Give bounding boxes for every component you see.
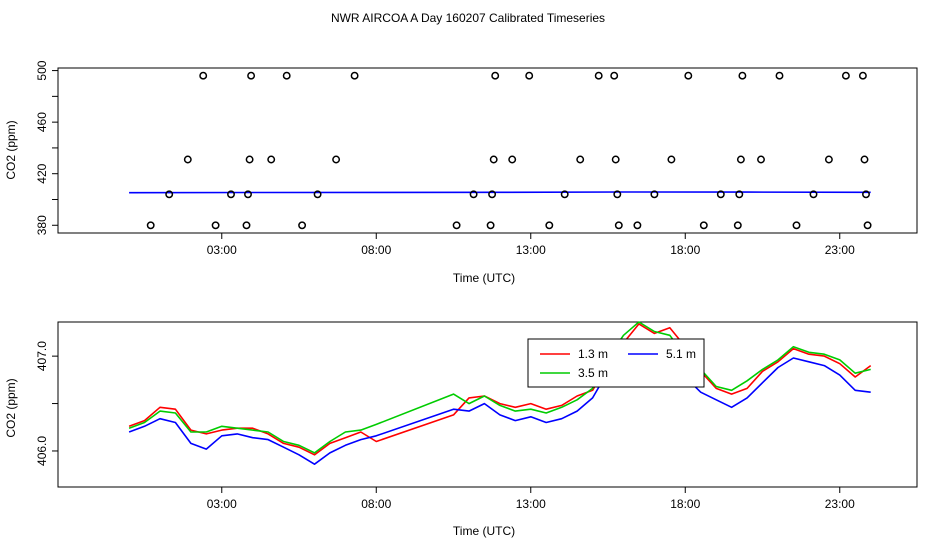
data-point	[841, 71, 850, 80]
data-point	[488, 190, 497, 199]
bottom-plot-frame	[57, 321, 918, 488]
top-axis-ticks: 03:00 08:00 13:00 18:00 23:00 380 420 460 500	[35, 60, 855, 257]
data-point	[486, 221, 495, 230]
data-point	[733, 221, 742, 230]
bottom-x-tick-label: 08:00	[361, 497, 391, 511]
bottom-y-axis-label: CO2 (ppm)	[4, 378, 18, 437]
data-point	[858, 71, 867, 80]
bottom-x-axis-label: Time (UTC)	[453, 524, 515, 538]
data-point	[332, 155, 341, 164]
data-point	[469, 190, 478, 199]
data-point	[775, 71, 784, 80]
data-point	[613, 190, 622, 199]
data-point	[684, 71, 693, 80]
data-point	[245, 155, 254, 164]
top-plot-frame	[57, 67, 918, 234]
data-point	[489, 155, 498, 164]
data-point	[146, 221, 155, 230]
data-point	[860, 155, 869, 164]
top-panel: 03:00 08:00 13:00 18:00 23:00 380 420 460 500 Ti…	[4, 60, 918, 285]
data-point	[610, 71, 619, 80]
data-point	[313, 190, 322, 199]
series-line-5-1-m	[128, 345, 871, 466]
legend-items: 1.3 m 3.5 m 5.1 m	[540, 347, 696, 380]
legend-label: 1.3 m	[578, 347, 608, 361]
data-point	[350, 71, 359, 80]
data-point	[667, 155, 676, 164]
data-point	[298, 221, 307, 230]
data-point	[227, 190, 235, 199]
bottom-x-tick-label: 23:00	[825, 497, 855, 511]
top-series	[129, 191, 871, 194]
data-point	[792, 221, 801, 230]
series-line-3-5-m	[128, 321, 871, 454]
top-y-tick-label: 460	[35, 112, 49, 132]
data-point	[736, 155, 745, 164]
series-line-flat	[129, 191, 871, 194]
legend: 1.3 m 3.5 m 5.1 m	[527, 338, 705, 388]
data-point	[452, 221, 461, 230]
data-point	[650, 190, 659, 199]
data-point	[699, 221, 708, 230]
data-point	[282, 71, 291, 80]
data-point	[560, 190, 569, 199]
bottom-y-tick-label: 406.0	[35, 436, 49, 466]
data-point	[491, 71, 500, 80]
bottom-y-tick-label: 407.0	[35, 341, 49, 371]
data-point	[633, 221, 642, 230]
data-point	[576, 155, 585, 164]
data-point	[735, 190, 744, 199]
data-point	[267, 155, 276, 164]
top-x-tick-label: 08:00	[361, 243, 391, 257]
bottom-x-tick-label: 18:00	[670, 497, 700, 511]
bottom-x-tick-label: 13:00	[516, 497, 546, 511]
top-y-axis-label: CO2 (ppm)	[4, 120, 18, 179]
top-y-tick-label: 420	[35, 163, 49, 183]
top-x-axis-label: Time (UTC)	[453, 271, 515, 285]
data-point	[244, 190, 252, 199]
data-point	[242, 221, 251, 230]
data-point	[824, 155, 833, 164]
top-points	[146, 71, 872, 230]
top-x-tick-label: 18:00	[670, 243, 700, 257]
data-point	[716, 190, 725, 199]
data-point	[165, 190, 174, 199]
bottom-x-tick-label: 03:00	[207, 497, 237, 511]
legend-box	[527, 338, 705, 388]
data-point	[183, 155, 192, 164]
top-y-tick-label: 380	[35, 215, 49, 235]
top-x-tick-label: 23:00	[825, 243, 855, 257]
bottom-axis-ticks: 03:00 08:00 13:00 18:00 23:00 406.0 407.0	[35, 341, 855, 511]
legend-label: 5.1 m	[666, 347, 696, 361]
data-point	[757, 155, 765, 164]
data-point	[611, 155, 620, 164]
data-point	[525, 71, 534, 80]
data-point	[614, 221, 623, 230]
chart-title: NWR AIRCOA A Day 160207 Calibrated Times…	[331, 11, 605, 25]
data-point	[508, 155, 517, 164]
top-x-tick-label: 03:00	[207, 243, 237, 257]
data-point	[594, 71, 603, 80]
data-point	[862, 190, 870, 199]
data-point	[247, 71, 256, 80]
bottom-panel: 03:00 08:00 13:00 18:00 23:00 406.0 407.0 Time…	[4, 321, 918, 538]
data-point	[863, 221, 872, 230]
bottom-series	[128, 321, 872, 466]
data-point	[211, 221, 220, 230]
data-point	[199, 71, 208, 80]
top-x-tick-label: 13:00	[516, 243, 546, 257]
data-point	[545, 221, 554, 230]
legend-label: 3.5 m	[578, 366, 608, 380]
data-point	[809, 190, 818, 199]
data-point	[738, 71, 747, 80]
top-y-tick-label: 500	[35, 60, 49, 80]
